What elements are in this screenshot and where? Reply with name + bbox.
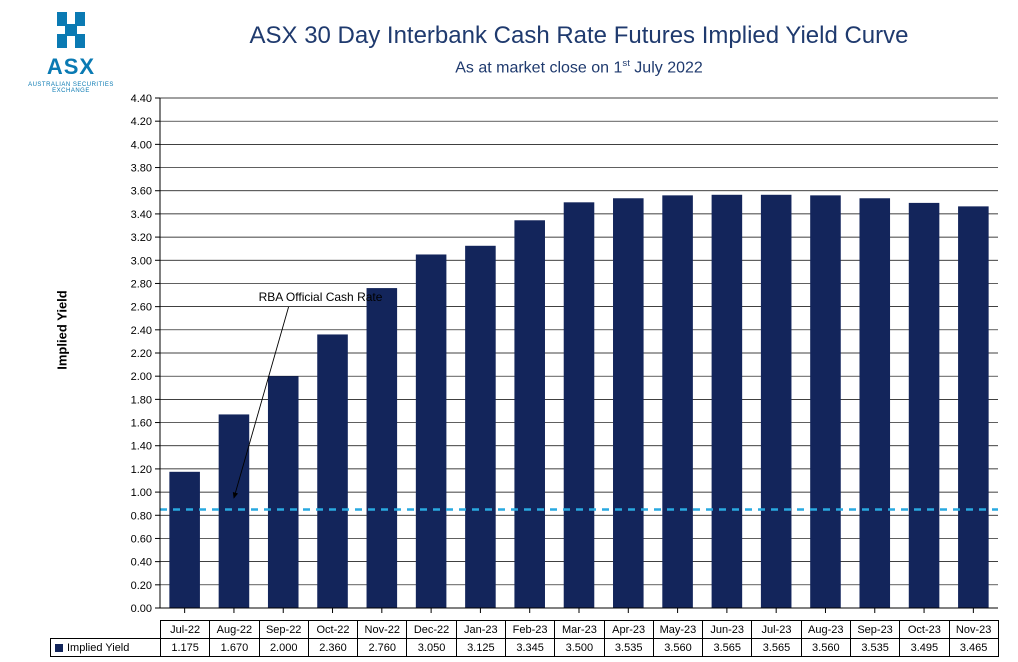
value-cell: 2.760 [358,639,407,657]
bar [367,288,398,608]
bar [761,195,792,608]
chart-title: ASX 30 Day Interbank Cash Rate Futures I… [150,22,1008,50]
svg-text:3.60: 3.60 [131,186,152,198]
x-tick-label: Aug-22 [210,621,259,639]
x-tick-label: Jun-23 [703,621,752,639]
subtitle-suffix: July 2022 [630,59,703,76]
value-cell: 3.495 [900,639,949,657]
svg-text:1.20: 1.20 [131,464,152,476]
value-cell: 3.465 [949,639,998,657]
bar [564,202,595,608]
x-tick-label: Apr-23 [604,621,653,639]
svg-text:2.00: 2.00 [131,371,152,383]
bar [958,206,989,608]
data-table: Jul-22Aug-22Sep-22Oct-22Nov-22Dec-22Jan-… [50,620,999,657]
bar [268,376,299,608]
svg-text:3.00: 3.00 [131,255,152,267]
value-cell: 1.670 [210,639,259,657]
bar [712,195,743,608]
svg-text:4.00: 4.00 [131,139,152,151]
x-tick-label: Nov-22 [358,621,407,639]
svg-text:1.80: 1.80 [131,394,152,406]
bar [859,198,890,608]
value-cell: 3.125 [456,639,505,657]
value-cell: 3.535 [604,639,653,657]
value-cell: 3.500 [555,639,604,657]
x-tick-label: Jan-23 [456,621,505,639]
bar [169,472,200,608]
value-cell: 3.560 [653,639,702,657]
chart-container: 0.00 0.20 0.40 0.60 0.80 1.00 1.20 1.40 1.60 1.80… [90,90,998,650]
value-cell: 3.565 [703,639,752,657]
bar [465,246,496,608]
svg-text:0.60: 0.60 [131,533,152,545]
value-cell: 1.175 [161,639,210,657]
x-tick-label: Dec-22 [407,621,456,639]
value-cell: 2.360 [308,639,357,657]
svg-text:1.60: 1.60 [131,418,152,430]
x-tick-label: Jul-22 [161,621,210,639]
bar [662,195,693,608]
subtitle-sup: st [622,58,629,69]
svg-text:0.40: 0.40 [131,557,152,569]
svg-text:1.00: 1.00 [131,487,152,499]
svg-text:1.40: 1.40 [131,441,152,453]
bar [909,203,940,608]
series-label: Implied Yield [67,642,129,654]
svg-text:RBA Official Cash Rate: RBA Official Cash Rate [259,290,383,304]
bar [613,198,644,608]
svg-text:0.00: 0.00 [131,603,152,615]
bar [317,334,348,608]
value-cell: 3.560 [801,639,850,657]
logo-text: ASX [16,54,126,80]
svg-text:2.60: 2.60 [131,302,152,314]
series-label-cell: Implied Yield [51,639,161,657]
asx-logo: ASX AUSTRALIAN SECURITIES EXCHANGE [16,8,126,94]
svg-text:2.40: 2.40 [131,325,152,337]
x-tick-label: Feb-23 [505,621,554,639]
x-tick-label: Mar-23 [555,621,604,639]
bar [416,254,447,608]
y-axis-label: Implied Yield [55,290,70,369]
svg-text:3.80: 3.80 [131,163,152,175]
svg-text:4.20: 4.20 [131,116,152,128]
x-tick-label: Sep-22 [259,621,308,639]
legend-swatch [55,644,63,652]
asx-logo-icon [47,8,95,52]
x-tick-label: May-23 [653,621,702,639]
value-cell: 2.000 [259,639,308,657]
svg-text:0.80: 0.80 [131,510,152,522]
svg-text:0.20: 0.20 [131,580,152,592]
svg-text:4.40: 4.40 [131,93,152,105]
svg-text:3.20: 3.20 [131,232,152,244]
chart-subtitle: As at market close on 1st July 2022 [150,58,1008,77]
subtitle-prefix: As at market close on 1 [455,59,622,76]
x-tick-label: Jul-23 [752,621,801,639]
bar [514,220,545,608]
value-cell: 3.345 [505,639,554,657]
value-cell: 3.050 [407,639,456,657]
x-tick-label: Nov-23 [949,621,998,639]
x-tick-label: Oct-22 [308,621,357,639]
x-tick-label: Sep-23 [850,621,899,639]
bar [219,414,250,608]
svg-text:3.40: 3.40 [131,209,152,221]
value-cell: 3.535 [850,639,899,657]
svg-text:2.80: 2.80 [131,278,152,290]
bar [810,195,841,608]
x-tick-label: Aug-23 [801,621,850,639]
yield-bar-chart: 0.00 0.20 0.40 0.60 0.80 1.00 1.20 1.40 1.60 1.80… [90,90,998,650]
value-cell: 3.565 [752,639,801,657]
svg-text:2.20: 2.20 [131,348,152,360]
table-spacer [51,621,161,639]
page-root: ASX AUSTRALIAN SECURITIES EXCHANGE ASX 3… [0,0,1018,662]
x-tick-label: Oct-23 [900,621,949,639]
